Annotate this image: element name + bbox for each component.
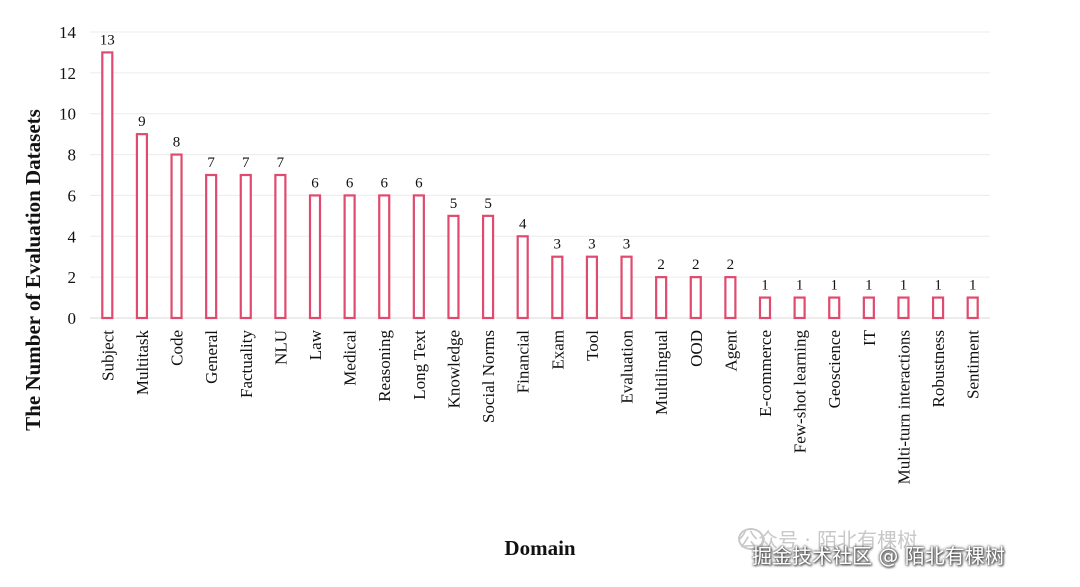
data-label: 1 <box>796 278 804 294</box>
category-label: General <box>202 330 221 384</box>
category-label: Law <box>306 329 325 360</box>
data-label: 6 <box>311 175 319 191</box>
category-label: Factuality <box>237 330 256 398</box>
bar-sentiment <box>966 296 979 320</box>
data-label: 3 <box>554 237 562 253</box>
y-tick-label: 0 <box>68 309 77 328</box>
category-label: OOD <box>687 330 706 367</box>
category-label: IT <box>860 329 879 346</box>
category-label: Knowledge <box>444 330 463 408</box>
y-tick-label: 14 <box>59 23 77 42</box>
bar-financial <box>516 235 529 320</box>
y-tick-label: 12 <box>59 64 76 83</box>
bar-robustness <box>931 296 945 320</box>
category-label: Social Norms <box>479 330 498 423</box>
bar-reasoning <box>378 194 391 320</box>
data-label: 1 <box>969 278 977 294</box>
y-tick-label: 4 <box>68 227 77 246</box>
watermark-line-2: 掘金技术社区 @ 陌北有棵树 <box>752 544 1005 568</box>
data-label: 3 <box>588 237 596 253</box>
category-label: Robustness <box>929 330 948 407</box>
category-label: Exam <box>548 330 567 370</box>
bar-geoscience <box>828 296 841 320</box>
bar-e-commerce <box>758 296 772 320</box>
data-label: 1 <box>830 278 838 294</box>
bar-general <box>205 173 218 320</box>
y-tick-label: 10 <box>59 105 76 124</box>
data-labels: 13 9 8 7 7 7 6 6 6 6 5 5 4 3 3 3 2 2 2 1 1 1 1 1 1 1 <box>100 32 977 293</box>
bar-nlu <box>274 173 287 320</box>
data-label: 3 <box>623 237 631 253</box>
category-label: Tool <box>583 330 602 361</box>
bar-factuality <box>239 173 252 320</box>
bar-it <box>862 296 875 320</box>
data-label: 13 <box>100 32 115 48</box>
data-label: 5 <box>450 196 458 212</box>
category-label: Multi-turn interactions <box>894 330 913 484</box>
x-axis-title: Domain <box>504 536 575 560</box>
data-label: 6 <box>415 175 423 191</box>
category-label: NLU <box>271 330 290 365</box>
y-axis-ticks: 0 2 4 6 8 10 12 14 <box>59 23 77 328</box>
bar-agent <box>724 276 737 320</box>
data-label: 2 <box>657 257 665 273</box>
bar-evaluation <box>620 255 633 320</box>
data-label: 1 <box>900 278 908 294</box>
bar-tool <box>585 255 599 320</box>
data-label: 7 <box>242 155 250 171</box>
data-label: 1 <box>865 278 873 294</box>
category-label: Code <box>168 330 187 366</box>
bar-multitask <box>135 133 149 320</box>
bar-medical <box>343 194 356 320</box>
category-label: Medical <box>341 330 360 386</box>
data-label: 5 <box>484 196 492 212</box>
data-label: 6 <box>380 175 388 191</box>
category-label: Long Text <box>410 330 429 400</box>
data-label: 1 <box>934 278 942 294</box>
bar-knowledge <box>447 214 460 320</box>
bar-subject <box>101 51 114 320</box>
y-tick-label: 8 <box>68 146 77 165</box>
wechat-icon <box>738 528 764 550</box>
y-tick-label: 6 <box>68 186 77 205</box>
data-label: 2 <box>692 257 700 273</box>
bar-few-shot-learning <box>793 296 806 320</box>
bar-long-text <box>412 194 425 320</box>
data-label: 2 <box>727 257 735 273</box>
bar-law <box>308 194 322 320</box>
y-axis-title: The Number of Evaluation Datasets <box>21 109 45 431</box>
watermark-line-1: 公众号 · 陌北有棵树 <box>738 528 918 552</box>
data-label: 6 <box>346 175 354 191</box>
category-label: Sentiment <box>964 330 983 399</box>
y-tick-label: 2 <box>68 268 77 287</box>
grid-lines <box>90 31 990 319</box>
data-label: 1 <box>761 278 769 294</box>
data-label: 9 <box>138 114 146 130</box>
data-label: 7 <box>277 155 285 171</box>
data-label: 8 <box>173 135 181 151</box>
data-label: 4 <box>519 216 527 232</box>
bar-multi-turn-interactions <box>897 296 910 320</box>
category-label: Financial <box>514 330 533 394</box>
category-label: Geoscience <box>825 330 844 408</box>
category-labels: Subject Multitask Code General Factuality NLU… <box>98 329 982 484</box>
category-label: Agent <box>721 330 740 372</box>
bar-exam <box>551 255 564 320</box>
category-label: Multilingual <box>652 330 671 415</box>
category-label: Few-shot learning <box>791 330 810 454</box>
category-label: E-commerce <box>756 330 775 417</box>
bar-social-norms <box>481 214 495 320</box>
category-label: Reasoning <box>375 330 394 402</box>
bar-ood <box>689 276 702 320</box>
bars <box>101 51 979 320</box>
category-label: Subject <box>98 330 117 381</box>
category-label: Evaluation <box>618 330 637 404</box>
data-label: 7 <box>207 155 215 171</box>
bar-multilingual <box>655 276 668 320</box>
bar-code <box>170 153 183 320</box>
category-label: Multitask <box>133 330 152 396</box>
